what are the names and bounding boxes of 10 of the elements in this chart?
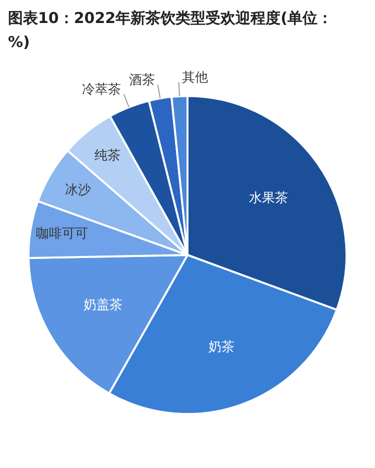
slice-label: 奶盖茶 [83,296,122,313]
slice-label: 其他 [182,70,208,86]
slice-label: 咖啡可可 [36,226,88,242]
slice-label: 水果茶 [248,190,288,206]
slice-label: 酒茶 [128,72,155,88]
slice-label: 奶茶 [208,340,234,355]
chart-title: 图表10：2022年新茶饮类型受欢迎程度(单位：%) [8,8,334,53]
slice-label: 冷萃茶 [82,82,121,98]
slice-label: 冰沙 [64,182,91,198]
slice-label: 纯茶 [94,148,120,164]
